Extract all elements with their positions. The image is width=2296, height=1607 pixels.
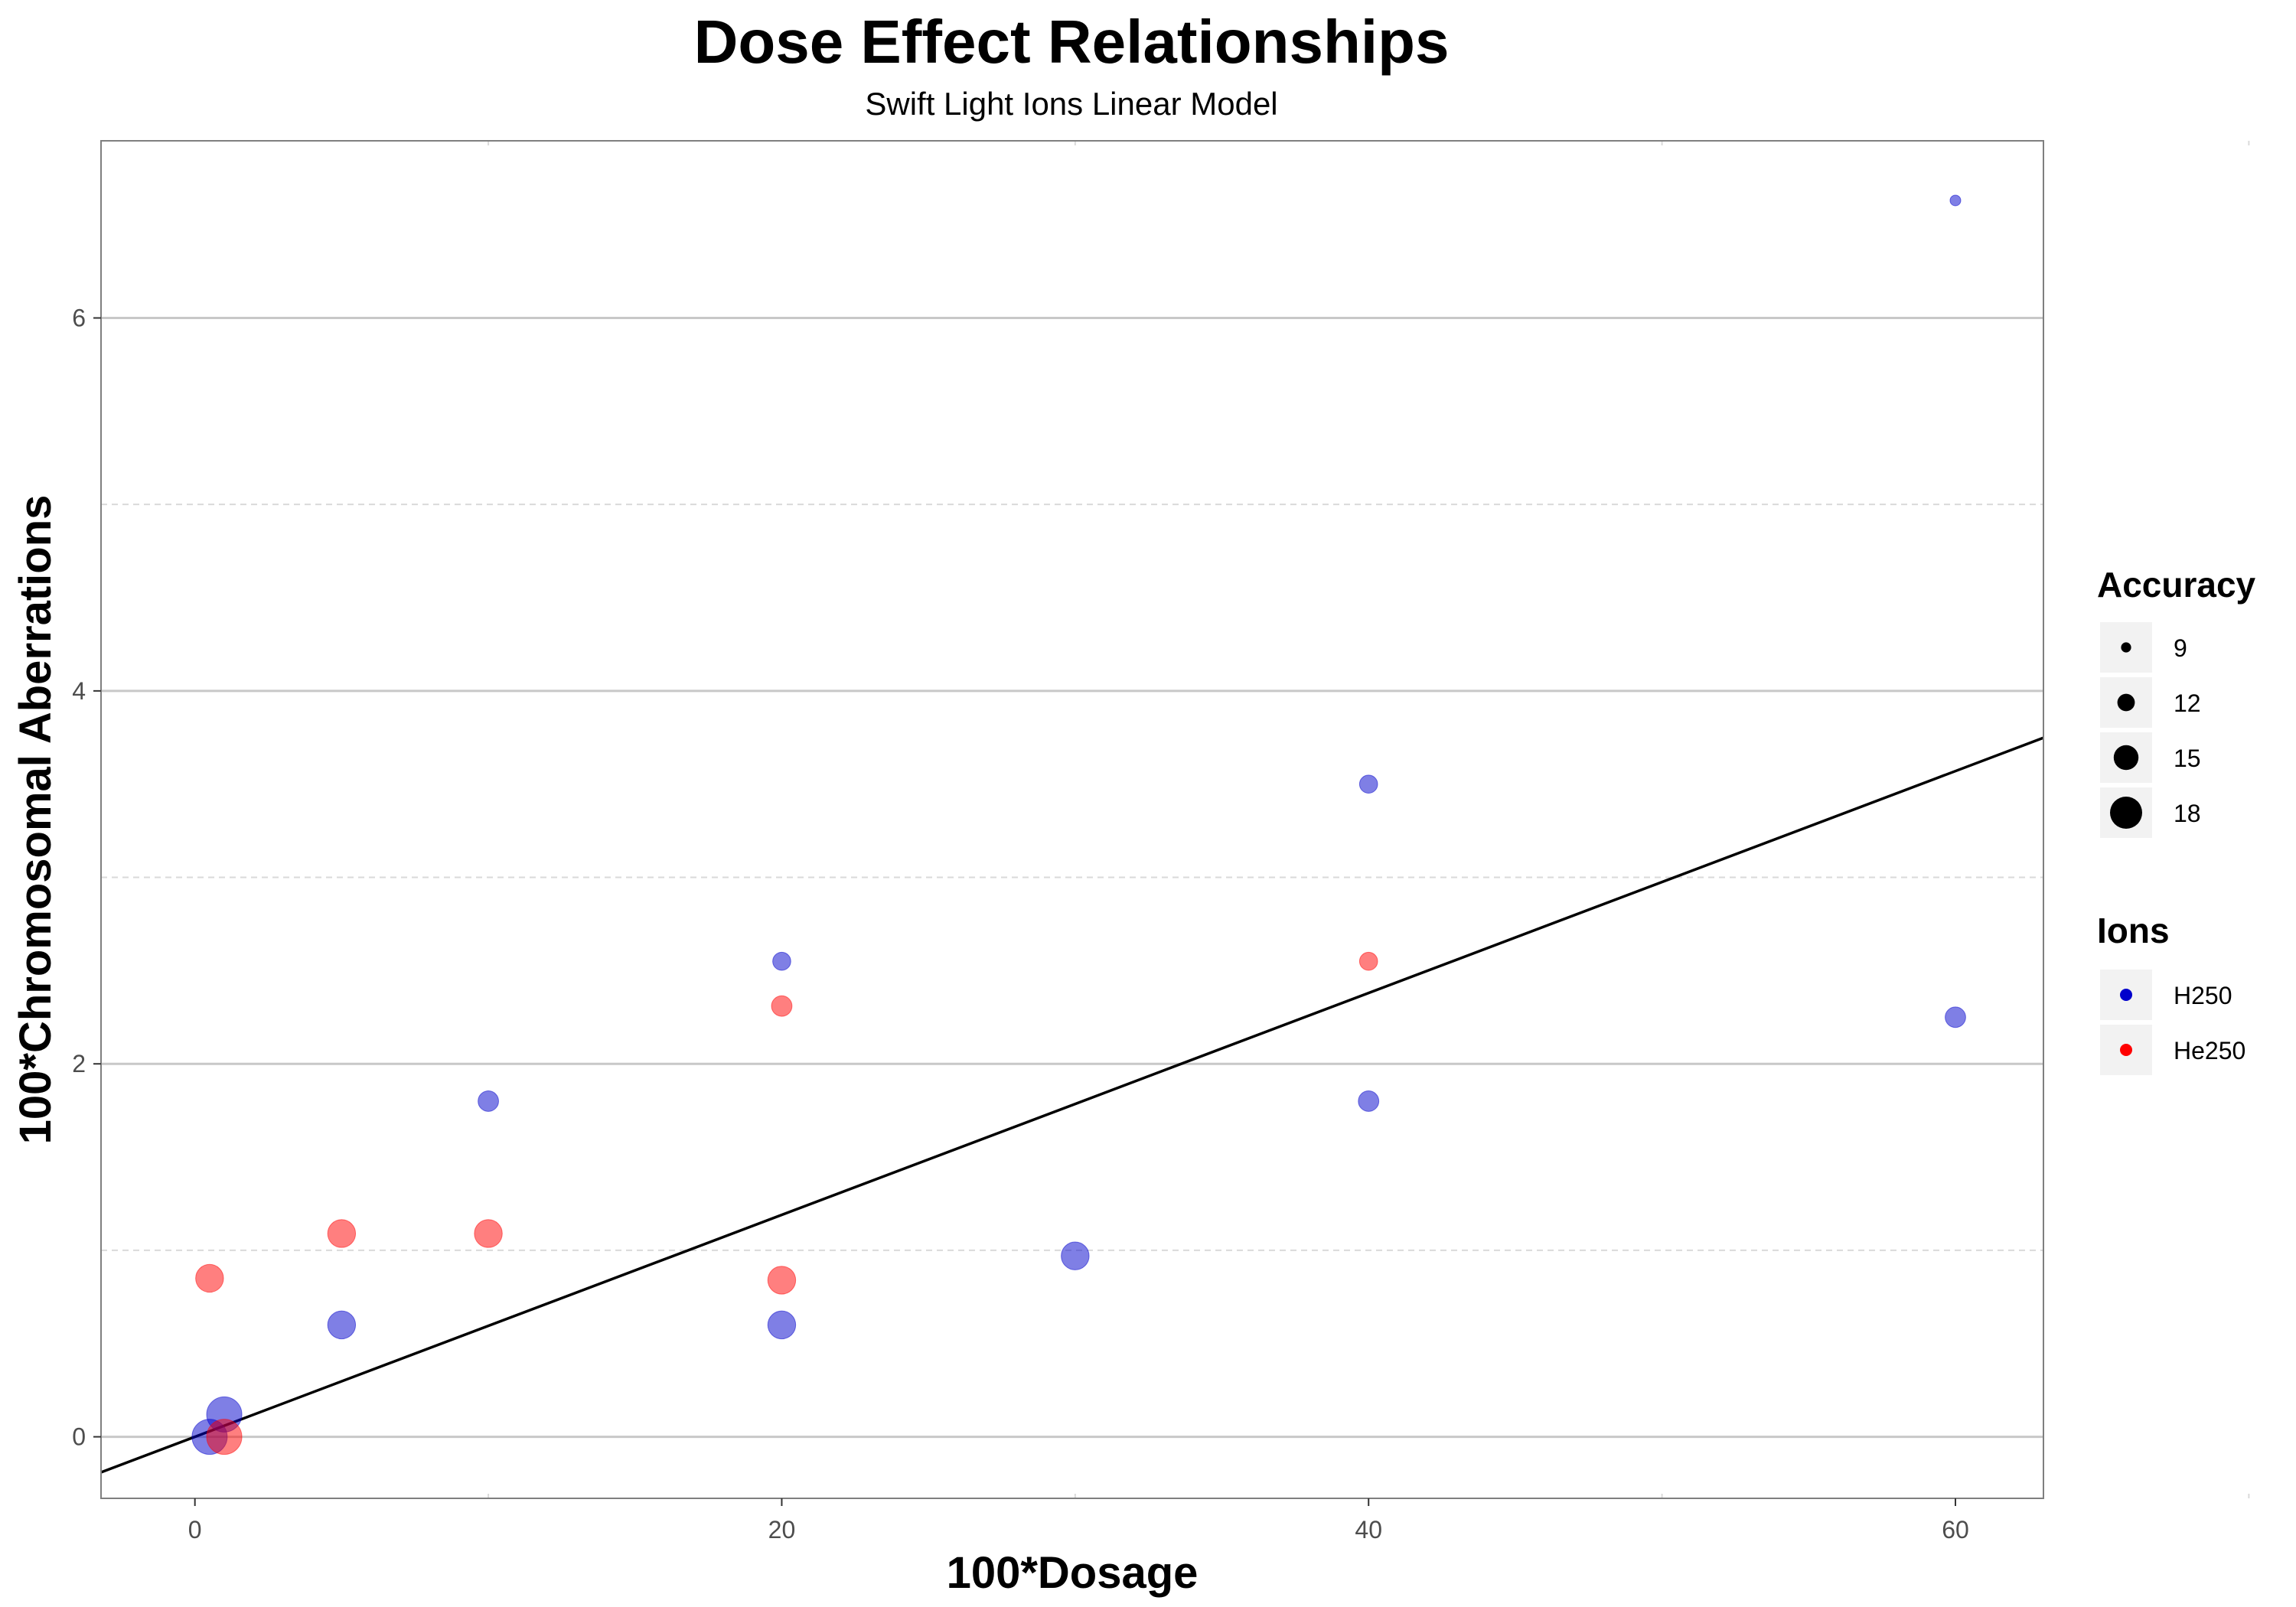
data-point-he250 [771, 995, 793, 1017]
y-axis-ticks: 0 2 4 6 [72, 304, 101, 1451]
x-tick-label: 20 [768, 1516, 796, 1543]
data-points [191, 194, 1966, 1455]
chart-title: Dose Effect Relationships [694, 8, 1450, 76]
accuracy-legend-symbol [2121, 642, 2131, 653]
data-point-he250 [195, 1263, 224, 1293]
accuracy-legend-symbol [2117, 693, 2135, 712]
linear-fit-line [100, 736, 2044, 1474]
accuracy-legend-symbol [2110, 797, 2142, 829]
ions-legend-symbol [2120, 989, 2132, 1001]
grid-lines [101, 141, 2250, 1498]
accuracy-legend-label: 15 [2174, 745, 2201, 772]
data-point-he250 [1358, 951, 1378, 971]
chart-subtitle: Swift Light Ions Linear Model [865, 86, 1277, 122]
fit-line-group [100, 736, 2044, 1474]
accuracy-legend-label: 9 [2174, 634, 2187, 662]
y-axis-title: 100*Chromosomal Aberrations [11, 495, 60, 1145]
accuracy-legend-title: Accuracy [2097, 565, 2256, 605]
x-tick-label: 0 [188, 1516, 202, 1543]
x-axis-ticks: 0 20 40 60 [188, 1498, 1969, 1543]
ions-legend-title: Ions [2097, 911, 2170, 950]
accuracy-legend-label: 12 [2174, 689, 2201, 717]
data-point-h250 [767, 1310, 797, 1340]
data-point-h250 [1358, 1090, 1380, 1112]
ions-legend-label: H250 [2174, 982, 2232, 1009]
x-axis-title: 100*Dosage [947, 1548, 1199, 1598]
x-tick-label: 40 [1355, 1516, 1382, 1543]
data-point-he250 [206, 1419, 243, 1455]
accuracy-legend-symbol [2113, 745, 2139, 771]
plot-panel [100, 140, 2250, 1499]
y-tick-label: 0 [72, 1423, 86, 1451]
plot-border [100, 140, 2044, 1499]
data-point-he250 [327, 1219, 357, 1248]
data-point-h250 [1945, 1006, 1966, 1028]
data-point-he250 [474, 1219, 503, 1248]
y-tick-label: 4 [72, 677, 86, 705]
accuracy-legend-label: 18 [2174, 800, 2201, 827]
plot-background [101, 141, 2043, 1498]
ions-legend-symbol [2120, 1044, 2132, 1056]
ions-legend-label: He250 [2174, 1037, 2245, 1064]
data-point-h250 [1358, 774, 1378, 794]
data-point-h250 [1061, 1241, 1090, 1270]
data-point-he250 [767, 1266, 797, 1295]
data-point-h250 [478, 1090, 499, 1112]
x-tick-label: 60 [1942, 1516, 1969, 1543]
y-tick-label: 6 [72, 304, 86, 331]
data-point-h250 [772, 951, 791, 971]
ions-legend: Ions H250 He250 [2097, 911, 2245, 1075]
accuracy-legend: Accuracy 9 12 15 18 [2097, 565, 2256, 838]
data-point-h250 [327, 1310, 357, 1340]
y-tick-label: 2 [72, 1050, 86, 1077]
data-point-h250 [1949, 194, 1962, 207]
